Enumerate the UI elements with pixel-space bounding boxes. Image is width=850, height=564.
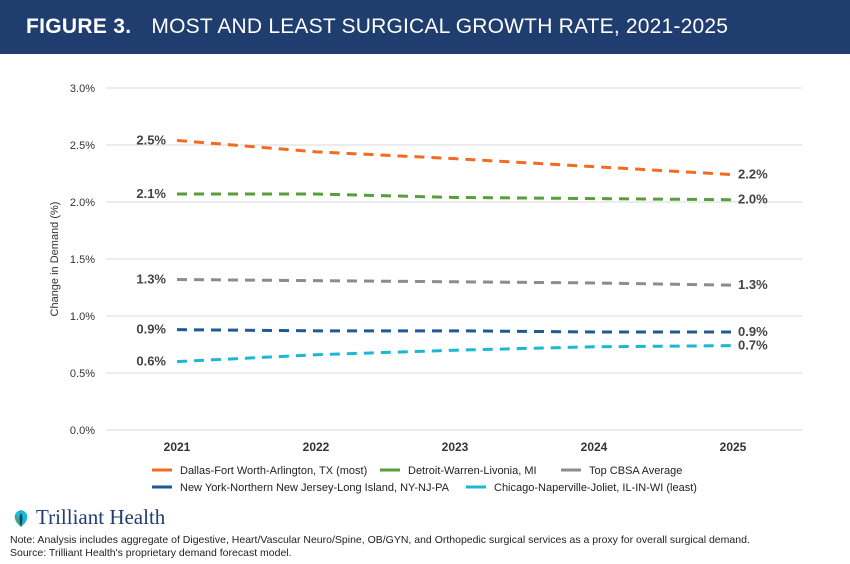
x-tick-label: 2021 bbox=[164, 440, 191, 454]
y-tick-label: 0.5% bbox=[70, 368, 95, 380]
start-value-label: 0.9% bbox=[136, 322, 166, 337]
end-value-label: 2.0% bbox=[738, 192, 768, 207]
logo-text: Trilliant Health bbox=[36, 505, 166, 529]
line-chart: 0.0% 0.5% 1.0% 1.5% 2.0% 2.5% 3.0% Change in D… bbox=[49, 83, 802, 494]
data-labels: 2.5% 2.2% 2.1% 2.0% 1.3% 1.3% 0.9% 0.9% 0.6% 0.7% bbox=[136, 132, 768, 368]
x-tick-label: 2022 bbox=[303, 440, 330, 454]
trilliant-logo: Trilliant Health bbox=[10, 505, 165, 530]
figure-title: MOST AND LEAST SURGICAL GROWTH RATE, 202… bbox=[151, 15, 729, 38]
y-axis-label: Change in Demand (%) bbox=[49, 202, 61, 317]
series-line bbox=[176, 328, 733, 334]
y-tick-label: 2.5% bbox=[70, 140, 95, 152]
end-value-label: 1.3% bbox=[738, 277, 768, 292]
start-value-label: 0.6% bbox=[136, 354, 166, 369]
figure-header: FIGURE 3. MOST AND LEAST SURGICAL GROWTH… bbox=[0, 0, 850, 54]
end-value-label: 0.9% bbox=[738, 324, 768, 339]
start-value-label: 2.5% bbox=[136, 132, 166, 147]
legend-entry: Detroit-Warren-Livonia, MI bbox=[408, 465, 537, 477]
start-value-label: 2.1% bbox=[136, 186, 166, 201]
footnotes: Note: Analysis includes aggregate of Dig… bbox=[10, 534, 750, 559]
series-line bbox=[176, 278, 734, 287]
legend-entry: Dallas-Fort Worth-Arlington, TX (most) bbox=[180, 465, 367, 477]
x-axis-ticks: 2021 2022 2023 2024 2025 bbox=[164, 440, 747, 454]
y-tick-label: 2.0% bbox=[70, 197, 95, 209]
series-line bbox=[177, 192, 734, 202]
legend-entry: New York-Northern New Jersey-Long Island… bbox=[180, 482, 450, 494]
series-line bbox=[176, 344, 734, 364]
legend-entry: Top CBSA Average bbox=[589, 465, 682, 477]
analysis-note: Note: Analysis includes aggregate of Dig… bbox=[10, 534, 750, 546]
x-tick-label: 2025 bbox=[720, 440, 747, 454]
figure-number: FIGURE 3. bbox=[26, 15, 132, 38]
x-tick-label: 2024 bbox=[581, 440, 608, 454]
legend-entry: Chicago-Naperville-Joliet, IL-IN-WI (lea… bbox=[494, 482, 697, 494]
y-tick-label: 1.0% bbox=[70, 311, 95, 323]
y-tick-label: 3.0% bbox=[70, 83, 95, 95]
series-lines bbox=[176, 138, 734, 364]
source-note: Source: Trilliant Health's proprietary d… bbox=[10, 546, 292, 559]
gridlines bbox=[106, 87, 802, 431]
end-value-label: 0.7% bbox=[738, 338, 768, 353]
y-tick-label: 0.0% bbox=[70, 425, 95, 437]
start-value-label: 1.3% bbox=[136, 272, 166, 287]
legend: Dallas-Fort Worth-Arlington, TX (most) De… bbox=[152, 465, 697, 494]
series-line bbox=[176, 138, 734, 177]
y-tick-label: 1.5% bbox=[70, 254, 95, 266]
y-axis-ticks: 0.0% 0.5% 1.0% 1.5% 2.0% 2.5% 3.0% bbox=[70, 83, 95, 437]
trillium-icon bbox=[14, 509, 28, 527]
x-tick-label: 2023 bbox=[442, 440, 469, 454]
end-value-label: 2.2% bbox=[738, 167, 768, 182]
